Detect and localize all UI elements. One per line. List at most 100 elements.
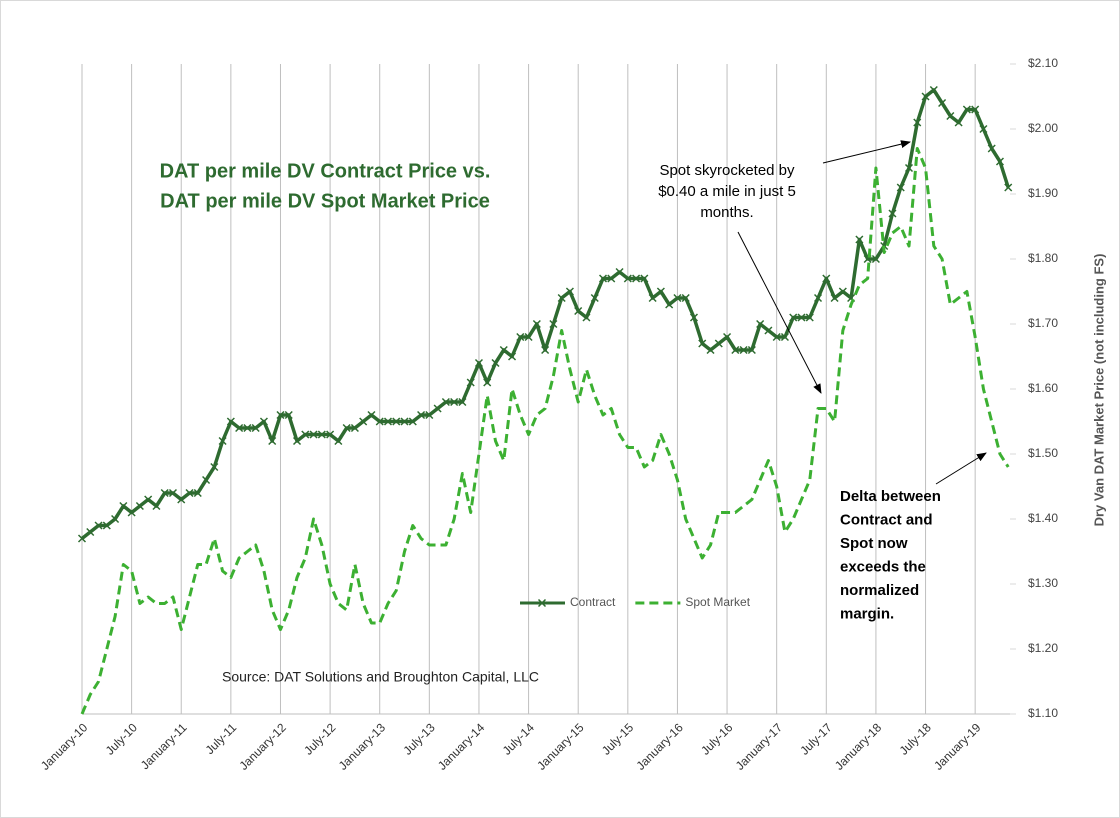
marker [441, 397, 450, 407]
annotation: Contract and [840, 511, 933, 528]
marker [805, 313, 814, 322]
marker [334, 436, 343, 446]
annotation: normalized [840, 582, 919, 599]
annotation-arrow [822, 140, 911, 164]
marker [202, 475, 211, 485]
marker [929, 85, 938, 95]
marker [962, 105, 971, 114]
marker [723, 332, 732, 342]
marker [276, 410, 285, 420]
marker [210, 462, 219, 472]
marker [235, 423, 244, 433]
marker [541, 345, 550, 355]
y-tick-label: $2.00 [1028, 121, 1058, 135]
marker [326, 430, 335, 439]
y-tick-label: $1.60 [1028, 381, 1058, 395]
annotation: months. [700, 204, 753, 221]
marker [425, 410, 434, 420]
marker [135, 501, 144, 511]
marker [359, 417, 368, 426]
marker [127, 508, 136, 517]
marker [516, 332, 525, 342]
marker [537, 598, 547, 608]
marker [144, 495, 153, 504]
marker [971, 105, 980, 114]
marker [218, 436, 227, 446]
marker [615, 267, 624, 277]
marker [383, 417, 393, 426]
marker [94, 521, 103, 530]
marker [739, 345, 748, 355]
marker [342, 423, 351, 433]
marker [673, 293, 682, 303]
marker [499, 345, 508, 355]
marker [780, 332, 789, 342]
marker [367, 410, 376, 420]
marker [1004, 183, 1013, 192]
marker [177, 495, 186, 504]
y-tick-label: $1.90 [1028, 186, 1058, 200]
marker [226, 417, 235, 426]
marker [747, 345, 756, 355]
marker [689, 313, 699, 322]
y-tick-label: $1.70 [1028, 316, 1058, 330]
marker [938, 98, 947, 108]
annotation-arrow [737, 231, 822, 394]
marker [813, 293, 823, 303]
marker [838, 287, 847, 296]
marker [309, 430, 318, 439]
marker [119, 501, 128, 511]
marker [168, 488, 178, 498]
marker [954, 118, 963, 127]
annotation: Spot skyrocketed by [659, 162, 795, 179]
marker [698, 339, 707, 348]
legend-label: Spot Market [685, 595, 750, 609]
marker [855, 235, 864, 244]
marker [474, 358, 483, 368]
chart-title: DAT per mile DV Spot Market Price [160, 190, 490, 212]
marker [102, 521, 111, 530]
marker [979, 124, 988, 134]
y-tick-label: $1.30 [1028, 576, 1058, 590]
marker [375, 417, 384, 426]
y-axis-label: Dry Van DAT Market Price (not including … [1091, 254, 1106, 527]
marker [640, 274, 649, 283]
marker [193, 488, 202, 498]
marker [532, 319, 541, 329]
source-note: Source: DAT Solutions and Broughton Capi… [222, 669, 539, 685]
marker [466, 378, 475, 387]
marker [896, 183, 905, 192]
marker [251, 423, 260, 433]
marker [508, 352, 517, 361]
marker [491, 358, 500, 368]
marker [243, 423, 252, 433]
marker [574, 306, 583, 316]
marker [524, 332, 533, 342]
marker [483, 378, 492, 387]
y-tick-label: $1.50 [1028, 446, 1058, 460]
marker [408, 417, 417, 426]
marker [830, 293, 839, 303]
chart-title: DAT per mile DV Contract Price vs. [160, 160, 491, 182]
y-tick-label: $1.40 [1028, 511, 1058, 525]
marker [607, 274, 616, 283]
marker [656, 287, 665, 296]
marker [946, 111, 955, 121]
marker [111, 514, 120, 524]
marker [772, 332, 781, 342]
annotation: Spot now [840, 535, 908, 552]
marker [392, 417, 401, 426]
marker [797, 313, 806, 322]
marker [77, 534, 87, 543]
marker [706, 345, 715, 355]
marker [590, 293, 599, 303]
annotation: margin. [840, 605, 894, 622]
marker [822, 274, 831, 283]
marker [632, 274, 641, 283]
marker [400, 417, 409, 426]
grid [81, 63, 1016, 715]
marker [871, 254, 880, 264]
marker [681, 293, 690, 303]
